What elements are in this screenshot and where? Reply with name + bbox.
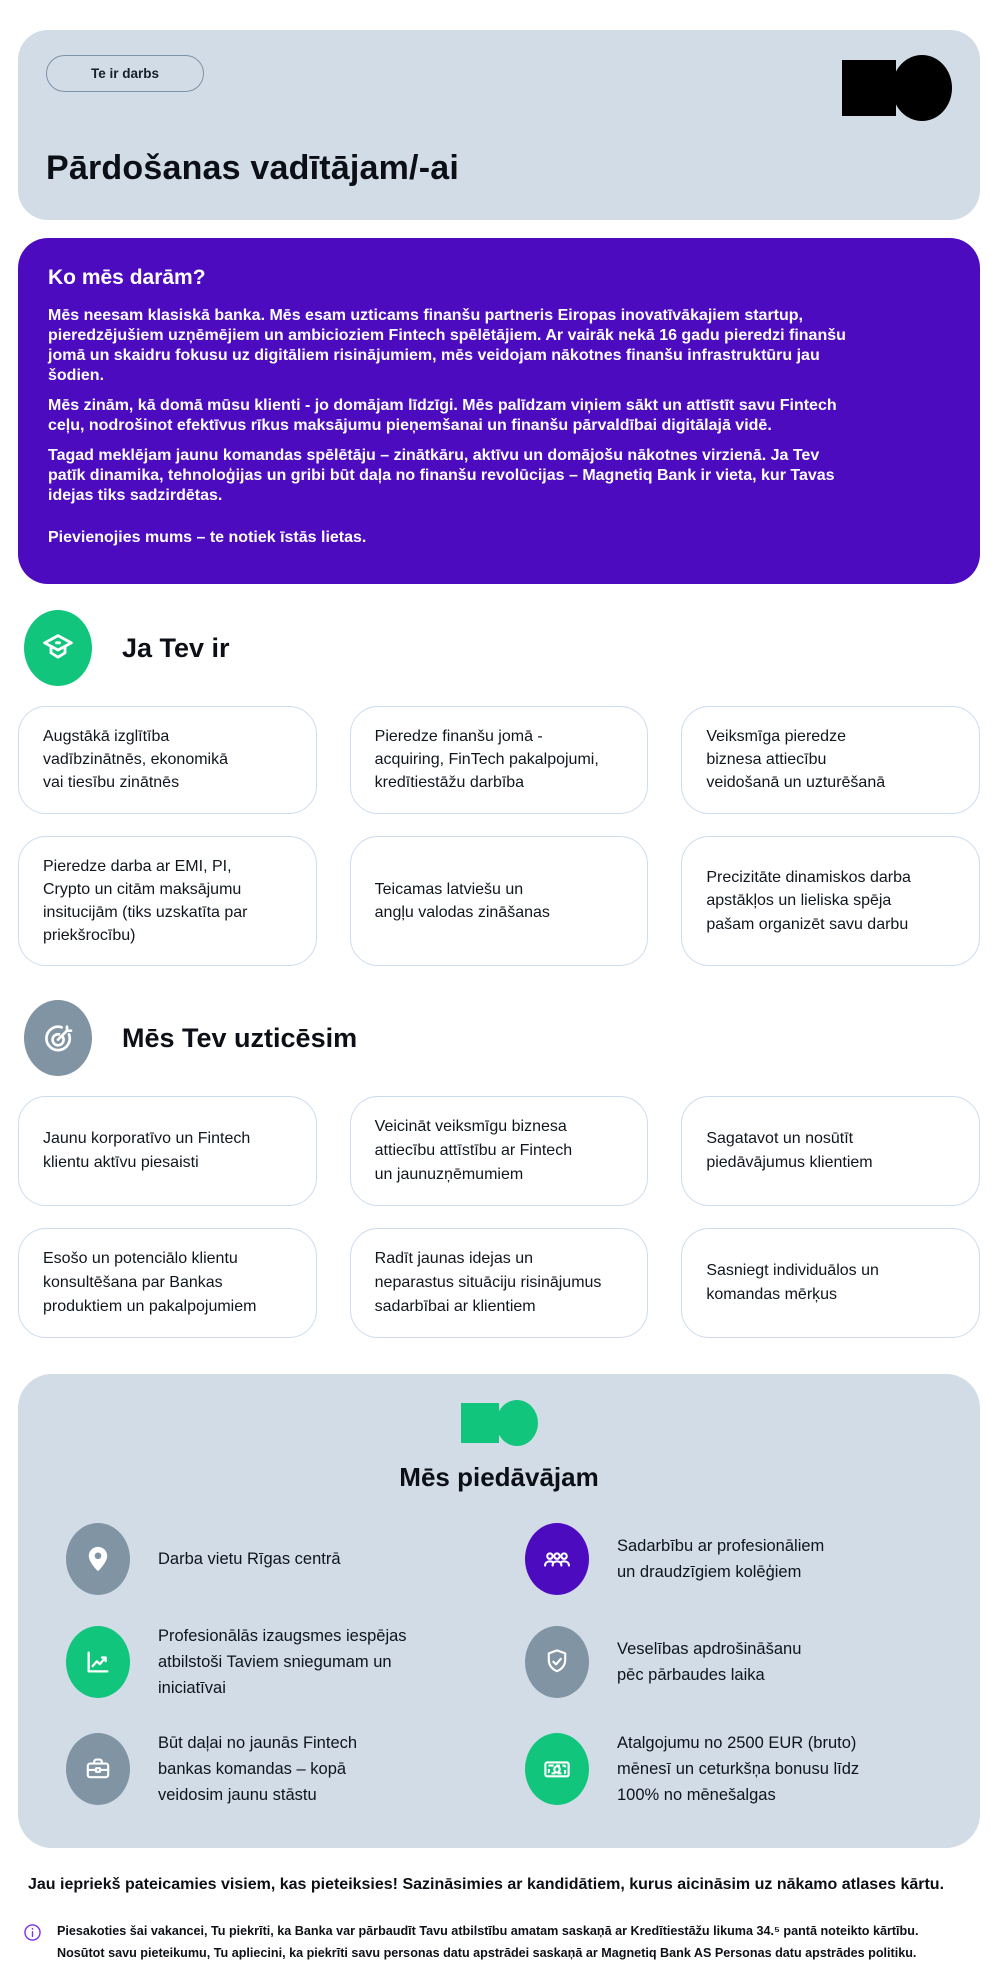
- offer-text: Veselības apdrošināšanu pēc pārbaudes la…: [617, 1640, 802, 1685]
- offers-grid: Darba vietu Rīgas centrā Sadarbību ar pr…: [66, 1523, 932, 1807]
- offers-card: Mēs piedāvājam Darba vietu Rīgas centrā …: [18, 1374, 980, 1848]
- requirement-card: Teicamas latviešu un angļu valodas zināš…: [349, 835, 649, 967]
- about-paragraph: Tagad meklējam jaunu komandas spēlētāju …: [48, 447, 835, 504]
- offer-item: Būt daļai no jaunās Fintech bankas koman…: [66, 1730, 473, 1808]
- te-ir-darbs-badge: Te ir darbs: [46, 55, 205, 92]
- responsibility-card: Sagatavot un nosūtīt piedāvājumus klient…: [681, 1096, 980, 1207]
- header-card: Te ir darbs Pārdošanas vadītājam/-ai: [18, 30, 980, 220]
- legal-footnote: Piesakoties šai vakancei, Tu piekrīti, k…: [22, 1920, 980, 1965]
- offer-text: Sadarbību ar profesionāliem un draudzīgi…: [617, 1537, 825, 1582]
- logo-circle-shape: [892, 55, 952, 121]
- people-icon: [525, 1523, 589, 1596]
- requirement-card: Precizitāte dinamiskos darba apstākļos u…: [681, 835, 980, 967]
- responsibility-card: Sasniegt individuālos un komandas mērķus: [681, 1228, 980, 1339]
- offer-item: Sadarbību ar profesionāliem un draudzīgi…: [525, 1523, 932, 1596]
- offer-item: Atalgojumu no 2500 EUR (bruto) mēnesī un…: [525, 1730, 932, 1808]
- offer-item: Darba vietu Rīgas centrā: [66, 1523, 473, 1596]
- requirements-grid: Augstākā izglītība vadībzinātnēs, ekonom…: [18, 706, 980, 967]
- responsibilities-section-header: Mēs Tev uzticēsim: [24, 1000, 980, 1077]
- header-top-row: Te ir darbs: [46, 55, 952, 121]
- about-title: Ko mēs darām?: [48, 266, 206, 289]
- logo-square-shape: [842, 60, 896, 116]
- responsibility-card: Jaunu korporatīvo un Fintech klientu akt…: [18, 1096, 317, 1207]
- shield-check-icon: [525, 1626, 589, 1699]
- offers-section-title: Mēs piedāvājam: [399, 1462, 599, 1493]
- legal-text: Piesakoties šai vakancei, Tu piekrīti, k…: [57, 1920, 918, 1965]
- about-closing-line: Pievienojies mums – te notiek īstās liet…: [48, 529, 367, 546]
- offer-text: Darba vietu Rīgas centrā: [158, 1550, 341, 1569]
- banknote-icon: [525, 1732, 589, 1805]
- page-title: Pārdošanas vadītājam/-ai: [46, 149, 459, 187]
- target-dart-icon: [24, 1000, 92, 1077]
- briefcase-icon: [66, 1732, 130, 1805]
- offer-item: Veselības apdrošināšanu pēc pārbaudes la…: [525, 1623, 932, 1701]
- responsibility-card: Radīt jaunas idejas un neparastus situāc…: [349, 1228, 649, 1339]
- growth-chart-icon: [66, 1626, 130, 1699]
- offer-text: Profesionālās izaugsmes iespējas atbilst…: [158, 1627, 407, 1698]
- requirement-card: Augstākā izglītība vadībzinātnēs, ekonom…: [18, 706, 317, 814]
- requirements-section-header: Ja Tev ir: [24, 610, 980, 686]
- about-paragraph: Mēs zinām, kā domā mūsu klienti - jo dom…: [48, 397, 837, 434]
- requirements-section-title: Ja Tev ir: [122, 632, 230, 663]
- requirement-card: Veiksmīga pieredze biznesa attiecību vei…: [681, 706, 980, 814]
- requirement-card: Pieredze darba ar EMI, PI, Crypto un cit…: [18, 835, 317, 967]
- offer-text: Būt daļai no jaunās Fintech bankas koman…: [158, 1733, 358, 1804]
- magnetiq-logo-icon: [842, 55, 952, 121]
- legal-line: Piesakoties šai vakancei, Tu piekrīti, k…: [57, 1923, 919, 1938]
- thanks-line: Jau iepriekš pateicamies visiem, kas pie…: [28, 1875, 945, 1893]
- responsibilities-section-title: Mēs Tev uzticēsim: [122, 1022, 358, 1053]
- about-paragraph: Mēs neesam klasiskā banka. Mēs esam uzti…: [48, 307, 846, 384]
- graduation-cap-icon: [24, 610, 92, 686]
- info-icon: [22, 1922, 43, 1943]
- location-pin-icon: [66, 1523, 130, 1596]
- responsibilities-grid: Jaunu korporatīvo un Fintech klientu akt…: [18, 1096, 980, 1339]
- about-card: Ko mēs darām? Mēs neesam klasiskā banka.…: [18, 238, 980, 584]
- responsibility-card: Esošo un potenciālo klientu konsultēšana…: [18, 1228, 317, 1339]
- magnetiq-logo-green-icon: [460, 1400, 538, 1447]
- offer-text: Atalgojumu no 2500 EUR (bruto) mēnesī un…: [617, 1733, 860, 1804]
- logo-square-shape: [460, 1403, 499, 1444]
- logo-circle-shape: [495, 1400, 538, 1447]
- responsibility-card: Veicināt veiksmīgu biznesa attiecību att…: [349, 1096, 649, 1207]
- requirement-card: Pieredze finanšu jomā - acquiring, FinTe…: [349, 706, 649, 814]
- legal-line: Nosūtot savu pieteikumu, Tu apliecini, k…: [57, 1946, 917, 1961]
- offer-item: Profesionālās izaugsmes iespējas atbilst…: [66, 1623, 473, 1701]
